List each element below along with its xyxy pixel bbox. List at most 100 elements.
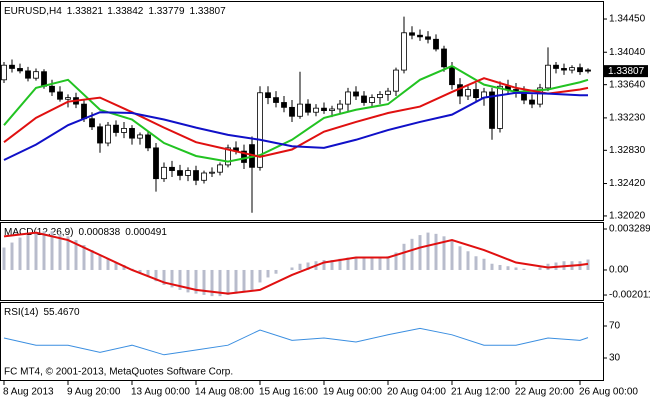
header-part: RSI(14) [4, 307, 38, 318]
candle-body [105, 124, 111, 144]
bar [42, 231, 46, 270]
candle-body [489, 91, 495, 129]
x-tick-label: 15 Aug 16:00 [259, 387, 318, 398]
y-tick-label: 0.00 [609, 265, 629, 276]
candle-body [569, 67, 575, 71]
y-tick-label: 30 [609, 353, 621, 364]
bar [490, 263, 494, 270]
bar [90, 250, 94, 270]
series-line [3, 77, 589, 158]
header-part: 1.33779 [148, 6, 185, 17]
bar [330, 260, 334, 270]
y-tick-label: 1.34040 [609, 47, 646, 58]
candle-body [425, 36, 431, 40]
candle-body [265, 92, 271, 99]
candle-body [321, 107, 327, 111]
candle-body [145, 134, 151, 149]
candle-body [281, 102, 287, 108]
bar [66, 236, 70, 270]
bar [498, 264, 502, 270]
candle-body [465, 89, 471, 97]
bar [234, 269, 238, 294]
bar [466, 251, 470, 270]
candle-body [305, 103, 311, 113]
y-tick-label: 1.33640 [609, 79, 646, 90]
candle-body [385, 90, 391, 95]
candle-body [329, 108, 335, 111]
candle-body [441, 48, 447, 68]
header-part: 1.33842 [107, 6, 144, 17]
candle-body [49, 85, 55, 93]
bar [346, 257, 350, 270]
candle-body [65, 97, 71, 100]
candle-body [561, 68, 567, 71]
x-tick-label: 9 Aug 20:00 [67, 387, 121, 398]
header-part: 55.4670 [43, 307, 80, 318]
candle-body [33, 71, 39, 79]
x-tick-label: 13 Aug 00:00 [131, 387, 190, 398]
bar [154, 269, 158, 282]
candle-body [393, 69, 399, 92]
candle-body [25, 70, 31, 79]
bar [378, 257, 382, 270]
bar [506, 266, 510, 270]
y-tick-label: 1.32830 [609, 145, 646, 156]
bar [442, 236, 446, 270]
bar [402, 243, 406, 270]
series-line [3, 231, 589, 295]
candle-body [537, 87, 543, 105]
header-part: EURUSD,H4 [4, 6, 62, 17]
bar [266, 269, 270, 278]
bar [370, 257, 374, 270]
bar [354, 257, 358, 270]
y-tick-label: 1.34450 [609, 14, 646, 25]
bar [426, 232, 430, 270]
candle-body [169, 166, 175, 171]
bar [242, 269, 246, 293]
bar [218, 269, 222, 297]
candle-body [361, 95, 367, 103]
candle-body [353, 91, 359, 97]
candle-body [129, 128, 135, 139]
bar [178, 269, 182, 290]
candle-body [409, 32, 415, 36]
candle-body [297, 103, 303, 117]
candle-body [585, 69, 591, 72]
bar [474, 256, 478, 270]
candle-body [17, 68, 23, 72]
bar [74, 240, 78, 270]
bar [50, 231, 54, 270]
bar [170, 269, 174, 288]
bar [226, 269, 230, 295]
x-tick-label: 20 Aug 04:00 [387, 387, 446, 398]
bar [538, 267, 542, 270]
bar [338, 258, 342, 270]
candle-body [177, 170, 183, 176]
candle-body [273, 97, 279, 103]
header-part: 0.000491 [125, 227, 167, 238]
candle-body [377, 93, 383, 99]
candle-body [193, 170, 199, 181]
candle-body [553, 64, 559, 69]
candle-body [217, 164, 223, 173]
candle-body [345, 91, 351, 105]
candle-body [449, 66, 455, 86]
bar [82, 245, 86, 270]
candle-body [289, 106, 295, 117]
bar [34, 232, 38, 270]
candle-body [97, 126, 103, 144]
candle-body [417, 34, 423, 38]
header-part: 1.33807 [190, 6, 227, 17]
candle-body [369, 97, 375, 103]
candle-body [257, 92, 263, 168]
x-tick-label: 19 Aug 00:00 [323, 387, 382, 398]
bar [298, 263, 302, 270]
x-tick-label: 26 Aug 00:00 [579, 387, 638, 398]
bar [98, 255, 102, 270]
candle-body [153, 147, 159, 180]
candle-body [81, 103, 87, 120]
bar [410, 238, 414, 270]
candle-body [545, 64, 551, 89]
candle-body [161, 166, 167, 180]
